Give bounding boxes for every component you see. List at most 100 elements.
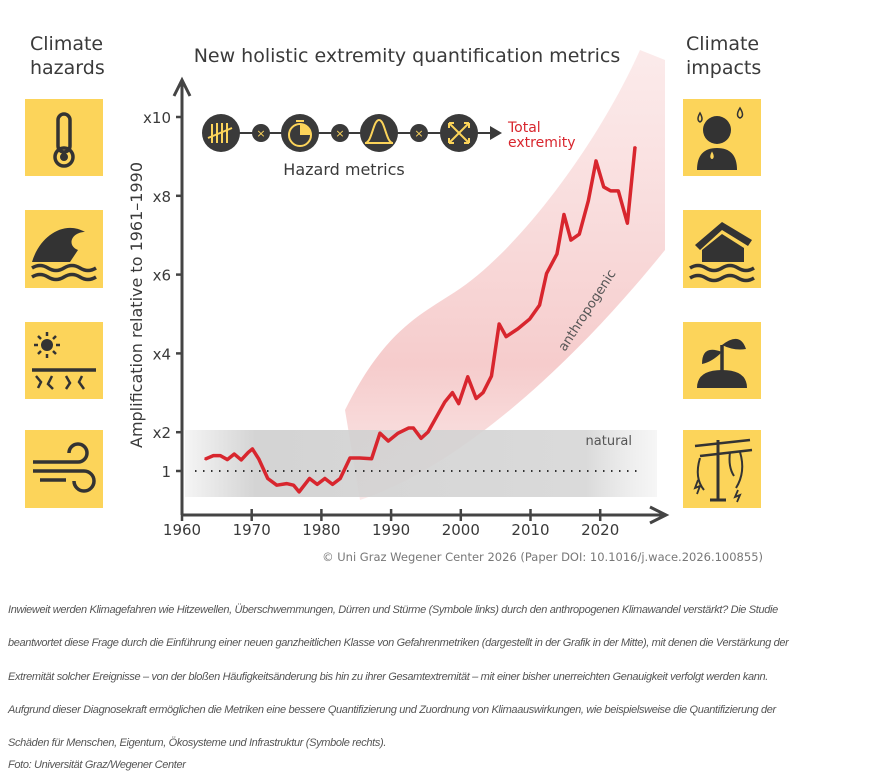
hazard-metrics-label: Hazard metrics [283,160,404,179]
data-point [609,190,612,192]
data-point [397,432,399,434]
total-extremity-label-line1: Total [507,120,541,136]
multiply-icon: × [252,124,270,142]
figure: Climate hazards Climate impacts New holi… [25,33,763,564]
data-point [545,272,548,275]
distribution-icon [360,114,398,152]
x-tick-label: 2010 [511,521,549,539]
wilting-plant-icon [683,322,761,399]
left-header-line1: Climate [30,33,103,55]
data-point [324,477,326,480]
data-point [443,401,446,403]
drought-icon [25,322,103,399]
anthropogenic-band [345,50,665,500]
svg-text:×: × [335,127,344,140]
data-point [358,457,361,459]
data-point [285,482,288,485]
natural-band [185,430,657,497]
data-point [457,402,460,405]
y-axis-label: Amplification relative to 1961–1990 [127,162,146,448]
data-point [251,448,254,450]
data-point [379,432,381,434]
y-tick-label: x10 [143,109,171,127]
person-sweating-icon [683,99,761,176]
wave-icon [25,210,103,288]
data-point [316,483,319,486]
caption-line-4: Aufgrund dieser Diagnosekraft ermögliche… [8,704,776,716]
caption-line-1: Inwieweit werden Klimagefahren wie Hitze… [8,604,778,616]
hazard-metrics-diagram: × × × Total extremity Hazard metrics [202,114,576,179]
tally-icon [202,114,240,152]
damaged-power-line-icon [683,430,761,508]
data-point [420,437,422,440]
data-point [240,459,243,461]
data-point [602,186,605,188]
thermometer-icon [25,99,103,176]
data-point [370,457,373,460]
data-point [212,454,215,457]
credit-text: © Uni Graz Wegener Center 2026 (Paper DO… [322,550,763,564]
data-point [482,391,484,394]
data-point [275,484,278,486]
data-point [505,335,507,338]
photo-credit: Foto: Universität Graz/Wegener Center [8,759,186,771]
right-header-line1: Climate [686,33,759,55]
data-point [247,451,250,454]
x-tick-label: 1980 [302,521,340,539]
data-point [308,477,311,480]
data-point [427,431,429,433]
axes [172,76,670,525]
data-point [298,491,300,493]
multiply-icon: × [410,124,428,142]
x-tick-label: 2000 [442,521,480,539]
data-point [626,222,629,224]
stopwatch-icon [281,114,319,152]
data-point [412,427,415,429]
data-point [529,318,531,320]
data-point [292,484,295,486]
data-point [556,253,558,255]
y-tick-label: x2 [153,424,171,442]
data-point [466,376,469,378]
x-tick-label: 1990 [372,521,410,539]
data-point [233,453,236,455]
data-point [226,458,229,461]
data-point [451,391,454,394]
svg-text:×: × [256,127,265,140]
data-point [387,440,390,442]
data-point [490,375,493,377]
data-point [570,239,572,241]
wind-icon [25,430,103,508]
data-point [498,323,500,325]
flooded-house-icon [683,210,761,288]
data-point [578,233,581,235]
chart-title: New holistic extremity quantification me… [194,45,621,67]
x-tick-label: 1970 [233,521,271,539]
left-header-line2: hazards [30,57,105,79]
data-point [219,454,222,457]
data-point [475,397,477,400]
total-extremity-label-line2: extremity [508,135,576,151]
data-point [266,477,269,480]
svg-text:×: × [414,127,423,140]
data-point [634,145,636,148]
data-point [563,213,565,216]
expand-arrows-icon [440,114,478,152]
y-tick-label: 1 [161,463,171,481]
data-point [257,457,260,460]
x-tick-label: 2020 [581,521,619,539]
caption-line-3: Extremität solcher Ereignisse – von der … [8,671,768,683]
caption-line-2: beantwortet diese Frage durch die Einfüh… [8,637,789,649]
y-tick-label: x8 [153,188,171,206]
data-point [349,457,351,459]
data-point [339,477,342,480]
data-point [331,483,334,486]
multiply-icon: × [331,124,349,142]
data-point [204,458,206,460]
caption-line-5: Schäden für Menschen, Eigentum, Ökosyste… [8,737,387,749]
x-tick-label: 1960 [163,521,201,539]
y-tick-label: x6 [153,267,171,285]
data-point [587,199,590,202]
data-point [407,427,410,429]
right-header-line2: impacts [686,57,761,79]
